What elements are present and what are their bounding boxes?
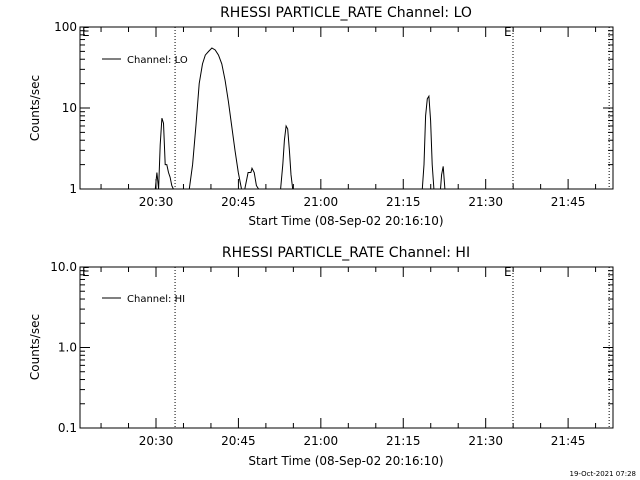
- x-tick-label: 21:30: [468, 195, 503, 209]
- y-tick-label: 100: [54, 20, 77, 34]
- data-lines: [154, 47, 446, 190]
- x-tick-label: 21:00: [304, 195, 339, 209]
- x-tick-label: 20:45: [221, 195, 256, 209]
- plot-frame: [79, 266, 614, 429]
- marker-label: E: [504, 265, 512, 279]
- event-markers: [174, 267, 610, 428]
- marker-label: E: [82, 265, 90, 279]
- y-tick-label: 10.0: [50, 260, 77, 274]
- panel-channel-lo: RHESSI PARTICLE_RATE Channel: LO Counts/…: [28, 5, 614, 228]
- x-tick-label: 21:45: [551, 195, 586, 209]
- timestamp: 19-Oct-2021 07:28: [570, 470, 636, 478]
- x-tick-label: 20:30: [139, 195, 174, 209]
- x-tick-label: 21:15: [386, 195, 421, 209]
- y-tick-label: 0.1: [58, 421, 77, 435]
- x-tick-label: 21:30: [468, 434, 503, 448]
- x-tick-label: 21:00: [304, 434, 339, 448]
- marker-label: E: [504, 25, 512, 39]
- y-tick-label: 1.0: [58, 341, 77, 355]
- x-tick-label: 21:45: [551, 434, 586, 448]
- axis-ticks: 0.1 1.0 10.0 20:30 20:45 21:00 21:15 21:30 21:45: [50, 260, 613, 448]
- legend: Channel: HI: [102, 294, 185, 305]
- y-axis-label: Counts/sec: [28, 75, 42, 141]
- y-tick-label: 1: [69, 182, 77, 196]
- x-tick-label: 20:30: [139, 434, 174, 448]
- x-axis-label: Start Time (08-Sep-02 20:16:10): [248, 214, 443, 228]
- series-line: [154, 47, 446, 190]
- x-axis-label: Start Time (08-Sep-02 20:16:10): [248, 454, 443, 468]
- marker-label: E: [82, 25, 90, 39]
- chart-title: RHESSI PARTICLE_RATE Channel: LO: [220, 5, 472, 21]
- legend: Channel: LO: [102, 55, 188, 66]
- axis-ticks: 1 10 100 20:30 20:45 21:00 21:15 21:30 21:45: [54, 20, 613, 209]
- event-markers: [174, 27, 610, 189]
- y-tick-label: 10: [62, 101, 77, 115]
- y-axis-label: Counts/sec: [28, 314, 42, 380]
- legend-label: Channel: LO: [127, 55, 188, 66]
- x-tick-label: 21:15: [386, 434, 421, 448]
- chart-title: RHESSI PARTICLE_RATE Channel: HI: [222, 245, 470, 261]
- legend-label: Channel: HI: [127, 294, 185, 305]
- x-tick-label: 20:45: [221, 434, 256, 448]
- panel-channel-hi: RHESSI PARTICLE_RATE Channel: HI Counts/…: [28, 245, 614, 468]
